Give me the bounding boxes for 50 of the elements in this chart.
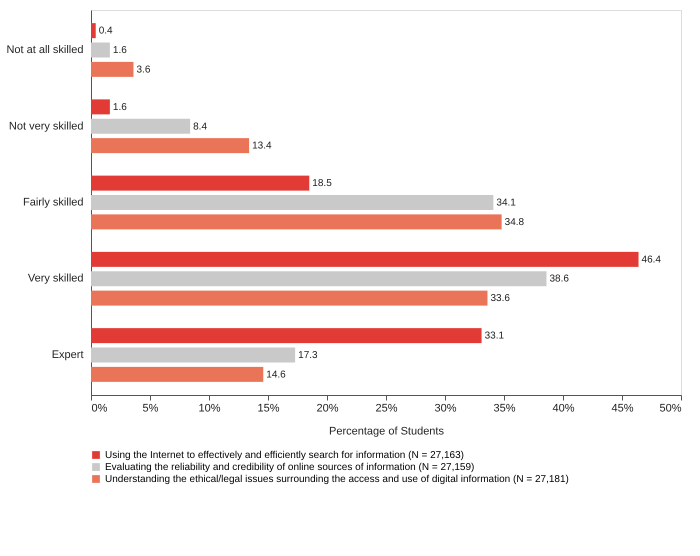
data-label: 46.4 xyxy=(642,254,662,266)
data-label: 13.4 xyxy=(252,140,272,152)
bar xyxy=(91,138,250,154)
data-label: 1.6 xyxy=(112,45,128,56)
bar xyxy=(91,328,482,344)
x-tick-label: 0% xyxy=(92,402,108,414)
y-tick-label: Not at all skilled xyxy=(6,44,84,56)
x-tick-label: 15% xyxy=(257,402,280,414)
bar xyxy=(91,62,134,77)
legend-label: Using the Internet to effectively and efficiently search for information (N = 27,163) xyxy=(105,450,464,461)
data-label: 14.6 xyxy=(266,369,286,380)
x-tick-label: 5% xyxy=(142,402,159,414)
data-label: 8.4 xyxy=(193,121,208,132)
bar xyxy=(91,195,494,210)
bar xyxy=(91,366,264,382)
bar xyxy=(91,290,488,306)
x-tick-label: 50% xyxy=(659,402,682,414)
data-label: 0.4 xyxy=(98,26,114,37)
data-label: 3.6 xyxy=(136,64,151,76)
data-label: 18.5 xyxy=(312,178,332,190)
data-label: 34.8 xyxy=(504,216,525,228)
bar xyxy=(91,347,296,362)
y-tick-label: Not very skilled xyxy=(8,120,84,132)
x-tick-label: 45% xyxy=(611,402,634,414)
bar xyxy=(91,42,110,58)
y-tick-label: Expert xyxy=(52,348,84,361)
legend-label: Evaluating the reliability and credibility of online sources of information (N = 27,159) xyxy=(105,462,474,473)
x-tick-label: 40% xyxy=(552,402,575,414)
bar xyxy=(91,214,502,230)
data-label: 33.6 xyxy=(490,293,510,304)
bar xyxy=(91,252,639,267)
x-tick-label: 35% xyxy=(493,402,516,414)
bar xyxy=(91,99,110,114)
y-tick-label: Fairly skilled xyxy=(22,196,84,208)
legend-label: Understanding the ethical/legal issues surrounding the access and use of digital information (N = 27,181) xyxy=(105,474,569,485)
data-label: 17.3 xyxy=(298,350,318,361)
data-label: 1.6 xyxy=(112,102,128,113)
bar xyxy=(91,118,190,134)
data-label: 34.1 xyxy=(496,198,516,208)
bar xyxy=(91,176,310,191)
x-axis-title: Percentage of Students xyxy=(329,426,444,438)
x-tick-label: 20% xyxy=(316,402,339,414)
bar xyxy=(91,23,96,38)
y-tick-label: Very skilled xyxy=(28,272,84,285)
x-tick-label: 30% xyxy=(434,402,457,414)
bar xyxy=(91,271,546,286)
data-label: 33.1 xyxy=(484,330,504,342)
x-tick-label: 25% xyxy=(375,402,398,414)
data-label: 38.6 xyxy=(549,274,570,285)
x-tick-label: 10% xyxy=(198,402,221,414)
